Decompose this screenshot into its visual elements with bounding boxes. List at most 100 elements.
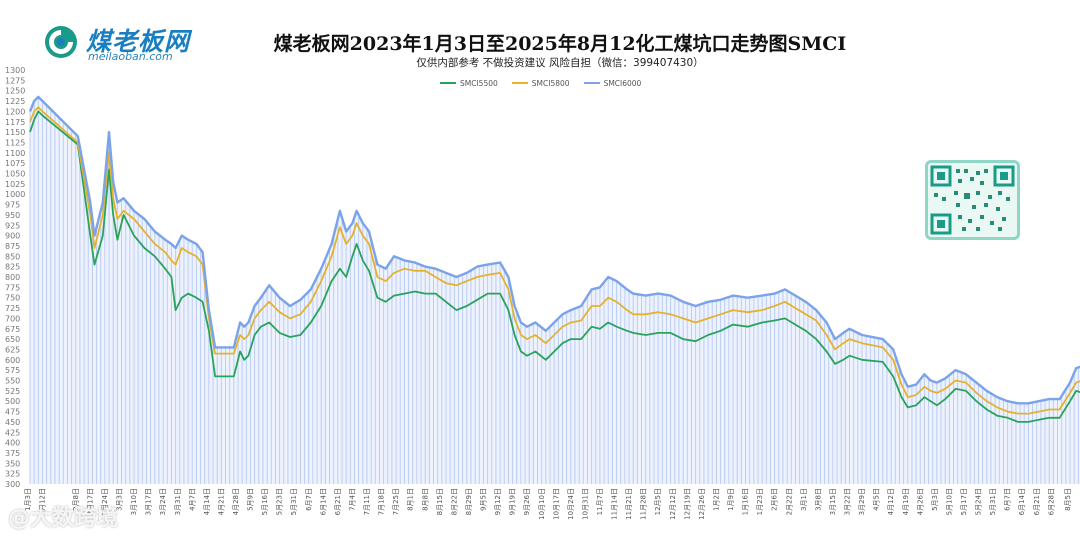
x-tick-label: 4月12日 — [887, 488, 895, 515]
x-tick-label: 5月23日 — [276, 488, 284, 515]
logo-url: meilaoban.com — [88, 50, 173, 63]
y-tick-label: 1300 — [5, 66, 25, 75]
x-tick-label: 5月17日 — [960, 488, 968, 515]
y-tick-label: 525 — [5, 387, 20, 396]
x-tick-label: 3月29日 — [858, 488, 866, 515]
y-tick-label: 500 — [5, 397, 20, 406]
y-tick-label: 1100 — [5, 149, 25, 158]
x-tick-label: 5月31日 — [290, 488, 298, 515]
logo-mark-icon — [45, 26, 77, 58]
x-tick-label: 4月21日 — [217, 488, 225, 515]
x-tick-label: 6月21日 — [1033, 488, 1041, 515]
x-tick-label: 2月22日 — [785, 488, 793, 515]
x-tick-label: 9月26日 — [523, 488, 531, 515]
x-tick-label: 11月14日 — [611, 488, 619, 520]
y-tick-label: 925 — [5, 221, 20, 230]
x-tick-label: 11月21日 — [625, 488, 633, 520]
x-tick-label: 4月7日 — [188, 488, 196, 511]
x-tick-label: 6月7日 — [305, 488, 313, 511]
x-tick-label: 5月9日 — [247, 488, 255, 511]
y-tick-label: 625 — [5, 345, 20, 354]
x-tick-label: 3月8日 — [814, 488, 822, 511]
y-tick-label: 575 — [5, 366, 20, 375]
legend-swatch — [440, 82, 456, 84]
x-tick-label: 5月31日 — [989, 488, 997, 515]
x-tick-label: 12月12日 — [669, 488, 677, 520]
x-tick-label: 10月24日 — [567, 488, 575, 520]
x-tick-label: 2月17日 — [86, 488, 94, 515]
y-tick-label: 1275 — [5, 76, 25, 85]
series-line-smci6000 — [28, 95, 1080, 405]
x-tick-label: 8月8日 — [421, 488, 429, 511]
x-tick-label: 2月24日 — [101, 488, 109, 515]
x-tick-label: 4月26日 — [916, 488, 924, 515]
legend-item-smci5500: SMCI5500 — [440, 77, 498, 89]
x-tick-label: 2月8日 — [72, 488, 80, 511]
y-tick-label: 375 — [5, 449, 20, 458]
x-tick-label: 1月3日 — [24, 488, 32, 511]
x-tick-label: 1月23日 — [756, 488, 764, 515]
chart-title: 煤老板网2023年1月3日至2025年8月12化工煤坑口走势图SMCI — [273, 33, 847, 55]
x-tick-label: 3月10日 — [130, 488, 138, 515]
y-tick-label: 475 — [5, 408, 20, 417]
x-tick-label: 7月11日 — [363, 488, 371, 515]
logo-name: 煤老板网 — [86, 27, 191, 56]
y-tick-label: 850 — [5, 252, 20, 261]
y-tick-label: 1125 — [5, 138, 25, 147]
legend-item-smci6000: SMCI6000 — [583, 77, 641, 89]
y-tick-label: 675 — [5, 325, 20, 334]
y-tick-label: 775 — [5, 283, 20, 292]
x-tick-label: 3月31日 — [174, 488, 182, 515]
x-tick-label: 12月5日 — [654, 488, 662, 515]
chart-legend: SMCI5500 SMCI5800 SMCI6000 — [440, 77, 641, 89]
x-tick-label: 5月24日 — [975, 488, 983, 515]
legend-label: SMCI5800 — [531, 78, 570, 88]
x-tick-label: 5月3日 — [931, 488, 939, 511]
y-tick-label: 400 — [5, 439, 20, 448]
y-tick-label: 1200 — [5, 107, 25, 116]
x-tick-label: 7月25日 — [392, 488, 400, 515]
y-tick-label: 950 — [5, 211, 20, 220]
x-tick-label: 9月12日 — [494, 488, 502, 515]
y-tick-label: 425 — [5, 428, 20, 437]
y-tick-label: 1225 — [5, 97, 25, 106]
x-tick-label: 9月5日 — [480, 488, 488, 511]
series-line-smci5500 — [29, 110, 1080, 423]
x-tick-label: 6月14日 — [1018, 488, 1026, 515]
x-tick-label: 10月31日 — [581, 488, 589, 520]
y-tick-label: 1250 — [5, 87, 25, 96]
x-tick-label: 12月26日 — [698, 488, 706, 520]
legend-label: SMCI5500 — [460, 78, 498, 88]
y-tick-label: 900 — [5, 232, 20, 241]
series-line-smci5800 — [29, 106, 1080, 415]
y-tick-label: 725 — [5, 304, 20, 313]
y-tick-label: 650 — [5, 335, 20, 344]
x-tick-label: 5月10日 — [945, 488, 953, 515]
x-tick-label: 6月21日 — [334, 488, 342, 515]
y-tick-label: 1150 — [5, 128, 25, 137]
x-tick-label: 7月4日 — [348, 488, 356, 511]
y-tick-label: 350 — [5, 459, 20, 468]
x-tick-label: 8月1日 — [407, 488, 415, 511]
x-tick-label: 10月17日 — [552, 488, 560, 520]
x-tick-label: 3月22日 — [844, 488, 852, 515]
x-tick-label: 2月6日 — [771, 488, 779, 511]
y-tick-label: 1025 — [5, 180, 25, 189]
y-tick-label: 1075 — [5, 159, 25, 168]
y-tick-label: 325 — [5, 470, 20, 479]
series-area-fill — [30, 96, 1080, 484]
y-tick-label: 550 — [5, 377, 20, 386]
y-tick-label: 750 — [5, 294, 20, 303]
qr-code-icon — [930, 165, 1015, 235]
x-tick-label: 4月5日 — [873, 488, 881, 511]
x-tick-label: 8月29日 — [465, 488, 473, 515]
qr-code — [925, 160, 1020, 240]
x-tick-label: 8月22日 — [450, 488, 458, 515]
x-tick-label: 11月7日 — [596, 488, 604, 515]
x-tick-label: 10月10日 — [538, 488, 546, 520]
x-tick-label: 9月19日 — [509, 488, 517, 515]
x-tick-label: 5月16日 — [261, 488, 269, 515]
logo: 煤老板网 meilaoban.com — [42, 24, 232, 64]
y-tick-label: 600 — [5, 356, 20, 365]
